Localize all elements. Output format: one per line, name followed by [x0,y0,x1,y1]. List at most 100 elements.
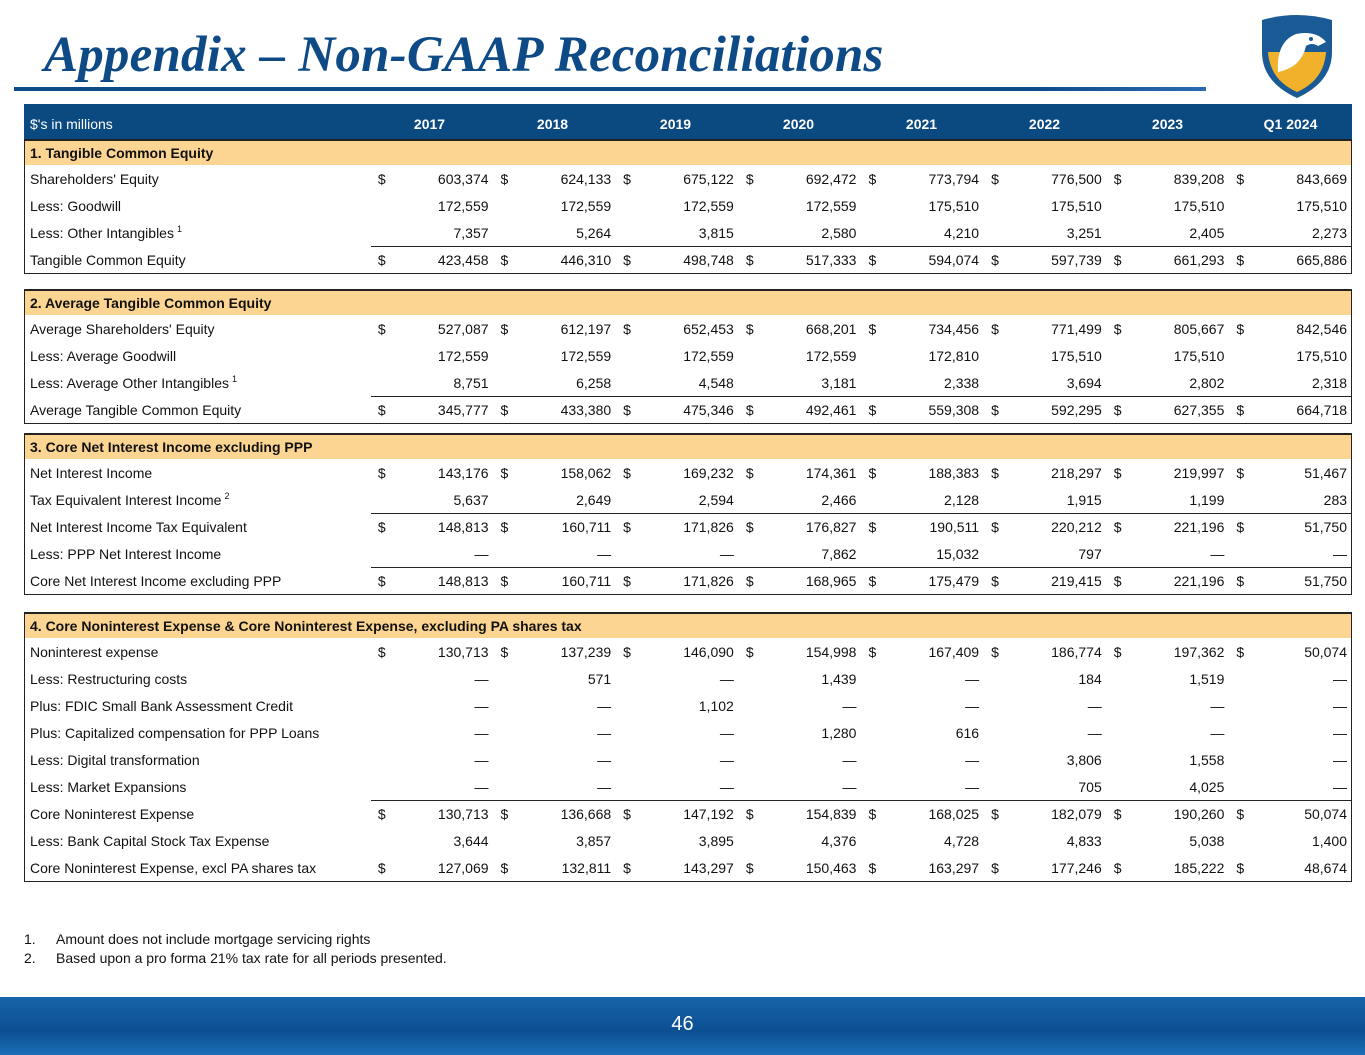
value-cell: $773,794 [860,171,983,187]
cell-value: 839,208 [1173,170,1225,187]
value-cell: — [738,752,861,768]
cell-value: — [719,751,734,768]
footnote-ref: 1 [176,224,182,234]
row-label: Core Net Interest Income excluding PPP [25,573,370,589]
cell-value: 5,637 [453,491,489,508]
value-cell: 2,128 [860,492,983,508]
cell-value: 177,246 [1051,859,1102,876]
dollar-sign: $ [500,518,509,535]
cell-value: 527,087 [437,320,489,337]
row-label: Average Tangible Common Equity [25,402,370,418]
cell-value: 221,196 [1173,518,1225,535]
value-cell: 175,510 [860,198,983,214]
dollar-sign: $ [745,572,754,589]
table-row: Plus: Capitalized compensation for PPP L… [25,719,1351,746]
row-label: Less: Digital transformation [25,752,370,768]
value-cell: 172,559 [493,348,616,364]
footer-band: 46 [0,997,1365,1055]
cell-value: 221,196 [1173,572,1225,589]
dollar-sign: $ [377,251,386,268]
value-cell: 8,751 [370,375,493,391]
eagle-shield-logo-icon [1262,15,1332,98]
dollar-sign: $ [1236,643,1245,660]
value-cell: $197,362 [1106,644,1229,660]
value-cell: $171,826 [615,519,738,535]
cell-value: — [1333,697,1348,714]
value-cell: 2,273 [1228,225,1351,241]
dollar-sign: $ [1113,572,1122,589]
cell-value: 797 [1078,545,1102,562]
cell-value: 130,713 [437,643,489,660]
row-label: Less: Average Goodwill [25,348,370,364]
dollar-sign: $ [745,464,754,481]
cell-value: 4,548 [698,374,734,391]
cell-value: — [1210,724,1225,741]
cell-value: — [719,724,734,741]
value-cell: $150,463 [738,860,861,876]
cell-value: 4,376 [821,832,857,849]
cell-value: 130,713 [437,805,489,822]
value-cell: — [370,546,493,562]
value-cell: $734,456 [860,321,983,337]
table-row: Less: Average Other Intangibles 1 8,751 6,2… [25,369,1351,396]
value-cell: — [1228,752,1351,768]
dollar-sign: $ [500,643,509,660]
dollar-sign: $ [868,464,877,481]
row-label: Less: Bank Capital Stock Tax Expense [25,833,370,849]
cell-value: 1,280 [821,724,857,741]
dollar-sign: $ [991,572,999,589]
value-cell: $594,074 [860,252,983,268]
cell-value: 665,886 [1296,251,1348,268]
value-cell: $136,668 [493,806,616,822]
value-cell: $603,374 [370,171,493,187]
dollar-sign: $ [1113,320,1122,337]
cell-value: — [474,751,489,768]
value-cell: 175,510 [1106,348,1229,364]
cell-value: 3,251 [1066,224,1102,241]
cell-value: 3,644 [453,832,489,849]
value-cell: 1,102 [615,698,738,714]
cell-value: 175,510 [1296,347,1348,364]
value-cell: — [370,752,493,768]
column-header-year: 2021 [905,116,938,132]
cell-value: 692,472 [805,170,857,187]
value-cell: 2,649 [493,492,616,508]
dollar-sign: $ [868,251,877,268]
cell-value: 705 [1078,778,1102,795]
cell-value: 603,374 [437,170,489,187]
dollar-sign: $ [868,572,877,589]
dollar-sign: $ [623,572,631,589]
cell-value: 4,210 [944,224,980,241]
dollar-sign: $ [1236,518,1245,535]
row-label-text: Tangible Common Equity [30,251,186,268]
dollar-sign: $ [991,805,999,822]
cell-value: 163,297 [928,859,980,876]
cell-value: — [597,751,612,768]
row-label: Less: PPP Net Interest Income [25,546,370,562]
cell-value: 172,559 [560,197,612,214]
row-label-text: Less: Digital transformation [30,751,200,768]
value-cell: — [615,779,738,795]
value-cell: $218,297 [983,465,1106,481]
row-label-text: Average Tangible Common Equity [30,401,242,418]
value-cell: $167,409 [860,644,983,660]
value-cell: $190,511 [860,519,983,535]
cell-value: 805,667 [1173,320,1225,337]
cell-value: 1,102 [698,697,734,714]
dollar-sign: $ [377,464,386,481]
cell-value: — [1087,724,1102,741]
value-cell: $776,500 [983,171,1106,187]
value-cell: 3,251 [983,225,1106,241]
value-cell: $176,827 [738,519,861,535]
cell-value: 158,062 [560,464,612,481]
page-number: 46 [671,1013,694,1035]
cell-value: — [474,778,489,795]
value-cell: 184 [983,671,1106,687]
cell-value: 182,079 [1051,805,1102,822]
row-label-text: Core Noninterest Expense, excl PA shares… [30,859,317,876]
value-cell: $137,239 [493,644,616,660]
table-row: Plus: FDIC Small Bank Assessment Credit —… [25,692,1351,719]
cell-value: 175,510 [1296,197,1348,214]
value-cell: — [983,725,1106,741]
row-label: Average Shareholders' Equity [25,321,370,337]
